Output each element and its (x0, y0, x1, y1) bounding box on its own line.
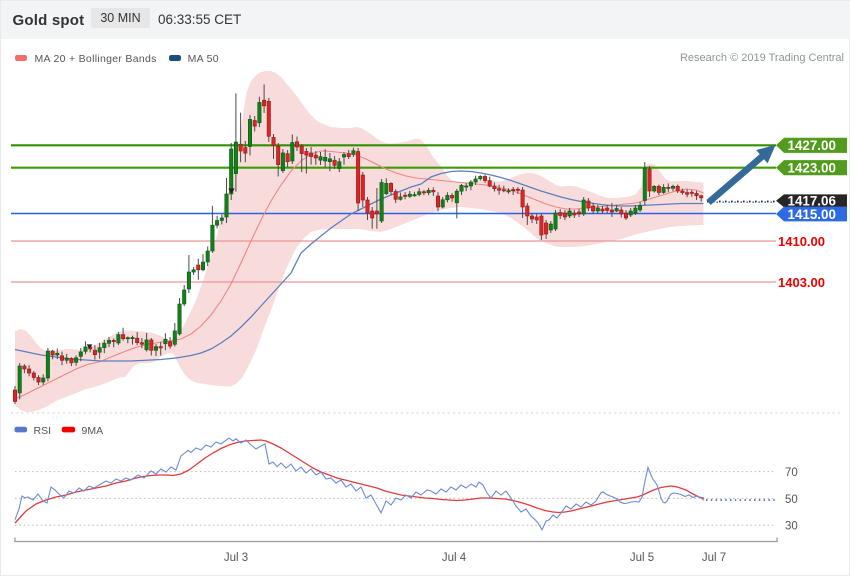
svg-text:1423.00: 1423.00 (788, 161, 836, 176)
svg-text:1415.00: 1415.00 (788, 207, 836, 222)
svg-text:50: 50 (785, 494, 798, 506)
svg-text:1410.00: 1410.00 (778, 234, 825, 249)
svg-text:Jul 4: Jul 4 (442, 552, 467, 564)
svg-text:Jul 5: Jul 5 (630, 552, 654, 564)
svg-text:1427.00: 1427.00 (788, 138, 836, 153)
svg-text:RSI: RSI (34, 425, 52, 437)
svg-text:1403.00: 1403.00 (778, 275, 825, 290)
svg-text:9MA: 9MA (82, 425, 104, 437)
svg-text:1417.06: 1417.06 (788, 194, 836, 209)
svg-text:Jul 3: Jul 3 (224, 552, 248, 564)
svg-text:70: 70 (785, 467, 798, 479)
svg-text:30: 30 (785, 521, 798, 533)
svg-text:Jul 7: Jul 7 (702, 552, 726, 564)
